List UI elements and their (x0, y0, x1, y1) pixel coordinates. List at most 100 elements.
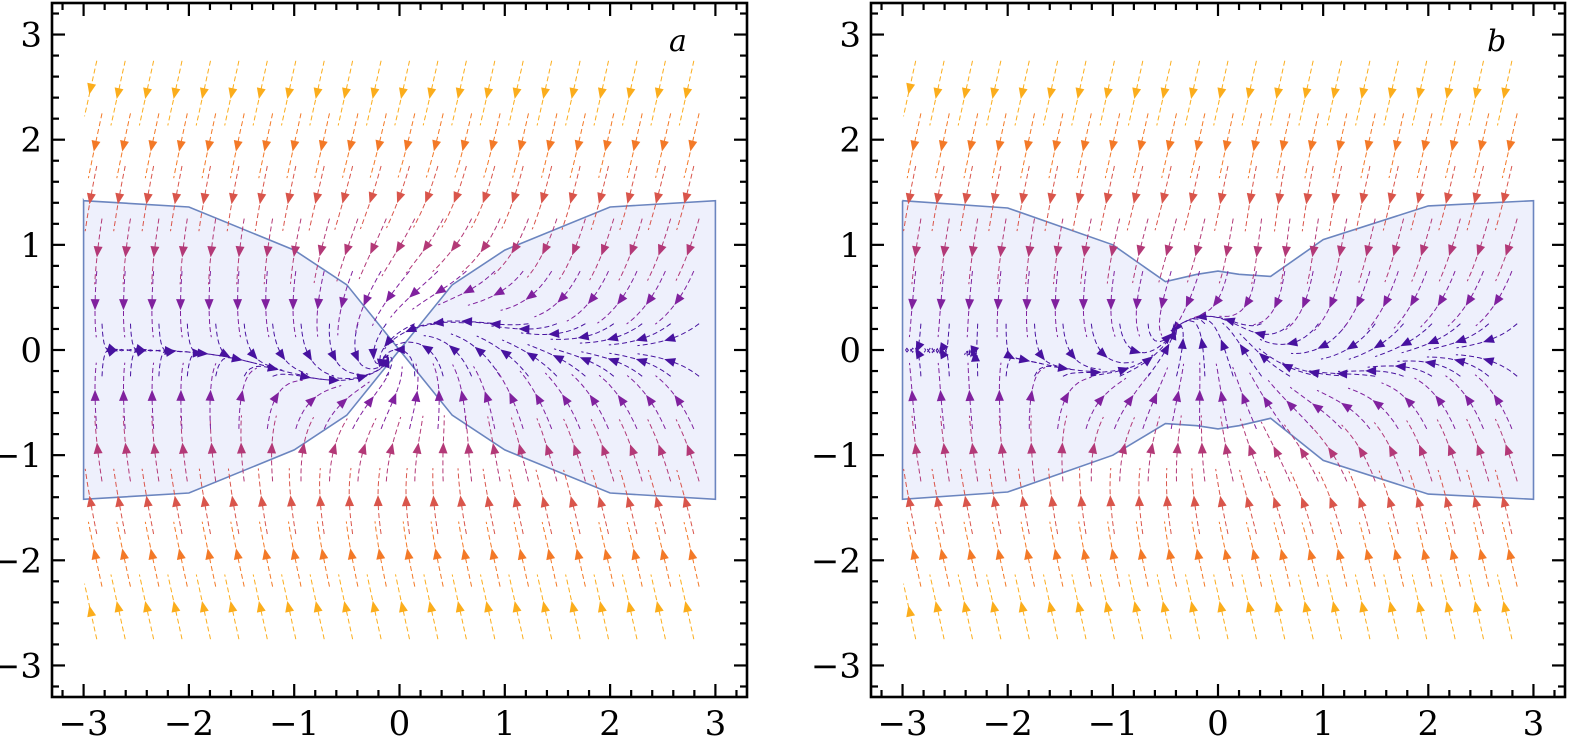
flow-arrow (143, 495, 153, 508)
flow-arrow (658, 444, 667, 457)
panel-label: b (1487, 24, 1506, 59)
flow-arrow (631, 139, 641, 152)
flow-arrow (119, 299, 129, 311)
flow-arrow (626, 600, 636, 613)
flow-arrow (237, 442, 246, 454)
flow-arrow (199, 600, 209, 613)
flow-arrow (1212, 295, 1223, 307)
flow-arrow (1273, 446, 1283, 458)
x-tick-label: 3 (1523, 704, 1545, 744)
flow-arrow (1393, 139, 1402, 152)
flow-arrow (1331, 192, 1341, 205)
flow-arrow (629, 243, 638, 256)
flow-arrow (148, 548, 158, 561)
flow-arrow (1222, 443, 1232, 455)
x-tick-label: 3 (705, 704, 727, 744)
flow-arrow (387, 392, 397, 405)
flow-arrow (1472, 192, 1482, 205)
flow-arrow (1025, 389, 1035, 402)
x-tick-label: −1 (269, 704, 319, 744)
flow-arrow (462, 284, 475, 294)
flow-arrow (1194, 548, 1204, 560)
flow-arrow (1472, 600, 1482, 613)
flow-arrow (933, 87, 943, 100)
flow-arrow (192, 348, 204, 358)
flow-arrow (1109, 139, 1118, 152)
flow-arrow (1359, 87, 1369, 100)
flow-arrow (200, 495, 210, 508)
flow-arrow (399, 600, 408, 613)
flow-arrow (461, 317, 473, 327)
flow-arrow (1359, 192, 1369, 205)
flow-arrow (1109, 548, 1119, 560)
flow-arrow (1359, 600, 1369, 613)
flow-arrow (205, 389, 215, 402)
flow-arrow (363, 294, 373, 307)
flow-arrow (1048, 495, 1058, 507)
flow-arrow (1217, 192, 1227, 205)
flow-arrow (1090, 368, 1102, 378)
flow-arrow (368, 348, 378, 360)
flow-arrow (404, 548, 414, 560)
flow-arrow (344, 243, 353, 256)
flow-arrow (448, 345, 461, 356)
flow-arrow (412, 442, 422, 455)
flow-arrow (291, 245, 301, 258)
y-tick-label: −3 (811, 646, 861, 686)
flow-arrow (1254, 330, 1266, 340)
flow-arrow (517, 139, 527, 152)
flow-arrow (1400, 337, 1413, 347)
flow-arrow (455, 600, 465, 613)
flow-arrow (482, 191, 491, 204)
flow-arrow (552, 355, 565, 364)
flow-arrow (967, 139, 977, 152)
flow-arrow (319, 548, 329, 560)
flow-arrow (660, 139, 669, 152)
flow-arrow (317, 244, 327, 257)
flow-arrow (574, 548, 584, 561)
y-tick-label: 1 (839, 226, 861, 266)
flow-arrow (1387, 192, 1397, 205)
flow-arrow (1478, 548, 1487, 561)
flow-arrow (574, 139, 584, 152)
flow-arrow (262, 548, 272, 560)
flow-arrow (455, 87, 465, 100)
flow-arrow (287, 495, 297, 507)
flow-arrow (674, 395, 685, 407)
flow-arrow (143, 600, 152, 613)
flow-arrow (1274, 296, 1283, 309)
flow-arrow (399, 87, 408, 100)
flow-arrow (1336, 139, 1346, 152)
flow-arrow (164, 345, 176, 355)
flow-arrow (1493, 294, 1504, 306)
flow-arrow (1476, 444, 1485, 457)
flow-arrow (489, 548, 499, 561)
shaded-region (82, 197, 717, 501)
flow-arrow (1094, 394, 1105, 407)
flow-arrow (318, 139, 328, 152)
flow-arrow (526, 352, 539, 362)
flow-arrow (1482, 357, 1495, 367)
panel-a: −3 −2 −1 0 1 2 3 −3 −2 −1 0 1 2 3 a (0, 1, 749, 744)
flow-arrow (542, 242, 552, 255)
flow-arrow (1081, 548, 1090, 560)
flow-arrow (1337, 245, 1346, 257)
flow-arrow (1164, 244, 1174, 257)
flow-arrow (474, 346, 486, 358)
flow-arrow (290, 548, 300, 560)
flow-arrow (1193, 244, 1203, 257)
flow-arrow (1185, 295, 1195, 308)
flow-arrow (658, 243, 667, 256)
flow-arrow (1501, 600, 1511, 613)
flow-arrow (540, 495, 550, 508)
flow-arrow (90, 299, 100, 311)
flow-arrow (1167, 328, 1177, 341)
flow-arrow (1198, 337, 1208, 349)
flow-arrow (635, 333, 648, 342)
flow-arrow (961, 600, 971, 613)
flow-arrow (511, 191, 520, 204)
flow-arrow (686, 444, 695, 457)
flow-arrow (342, 600, 351, 613)
flow-arrow (1217, 495, 1227, 508)
y-tick-label: −3 (0, 646, 42, 686)
